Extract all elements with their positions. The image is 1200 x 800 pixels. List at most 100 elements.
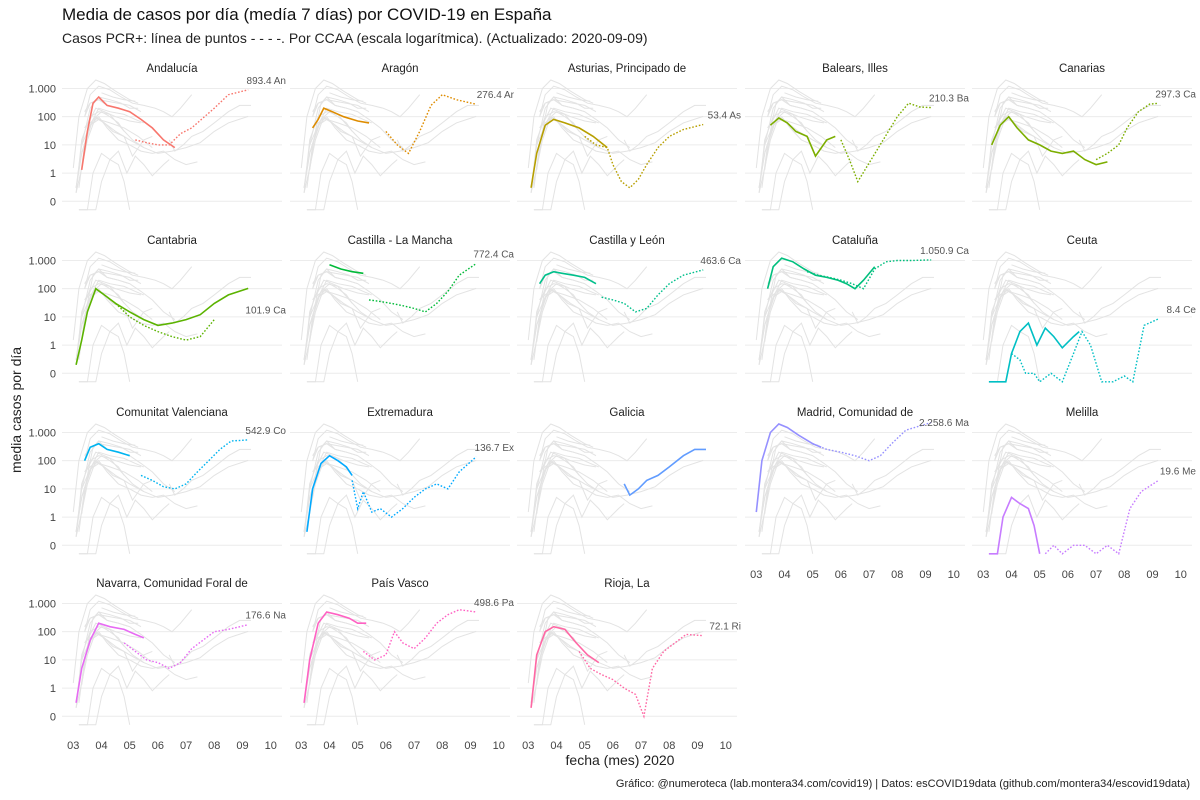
ghost-line — [75, 283, 145, 365]
ghost-line — [758, 451, 827, 532]
x-tick-label: 05 — [807, 569, 819, 581]
ghost-line — [306, 152, 359, 211]
end-value-label: 542.9 Co — [245, 426, 286, 437]
ghost-line — [994, 279, 1052, 301]
ghost-line — [530, 268, 594, 360]
panel-balears-illes: Balears, Illes 210.3 Ba — [745, 63, 969, 211]
ghost-line — [530, 283, 600, 365]
ghost-line — [985, 455, 1055, 537]
ghost-line — [315, 289, 381, 330]
ghost-line — [312, 451, 370, 473]
ghost-line — [1078, 448, 1161, 496]
ghost-line — [758, 96, 822, 188]
pcr-series-line — [115, 302, 215, 341]
ghost-line — [623, 104, 706, 152]
ghost-line — [78, 322, 170, 383]
ghost-line — [300, 251, 367, 341]
ghost-line — [101, 92, 136, 102]
ghost-line — [75, 611, 139, 703]
ghost-line — [312, 85, 421, 118]
y-tick-label: 1 — [50, 683, 56, 695]
panel-aragon: Aragón 276.4 Ar — [290, 63, 515, 211]
panel-title: Aragón — [381, 63, 418, 75]
panel-cantabria: Cantabria 0 1 10 100 1.000 101.9 Ca — [28, 235, 286, 383]
ghost-line — [758, 268, 822, 360]
y-tick-label: 0 — [50, 711, 56, 723]
ghost-line — [84, 622, 142, 644]
pcr-series-line — [806, 259, 932, 290]
y-tick-label: 100 — [38, 284, 56, 296]
panel-castilla-la-mancha: Castilla - La Mancha 772.4 Ca — [290, 235, 514, 383]
ghost-line — [312, 99, 358, 117]
y-tick-label: 100 — [38, 112, 56, 124]
ghost-line — [527, 251, 594, 341]
ghost-line — [75, 107, 144, 188]
ghost-line — [533, 152, 586, 211]
y-tick-label: 1.000 — [28, 83, 56, 95]
ghost-line — [84, 271, 130, 289]
ghost-line — [536, 287, 653, 338]
end-value-label: 276.4 Ar — [477, 90, 515, 101]
ghost-line — [556, 92, 591, 102]
chart-subtitle: Casos PCR+: línea de puntos - - - -. Por… — [62, 30, 648, 46]
ghost-line — [536, 459, 653, 510]
ghost-line — [767, 279, 825, 301]
end-value-label: 176.6 Na — [245, 611, 286, 622]
ghost-line — [994, 99, 1040, 117]
y-tick-label: 10 — [44, 312, 56, 324]
x-tick-label: 04 — [550, 740, 562, 752]
y-tick-label: 0 — [50, 368, 56, 380]
cases-series-line — [80, 95, 176, 171]
y-tick-label: 1.000 — [28, 598, 56, 610]
y-tick-label: 0 — [50, 196, 56, 208]
ghost-line — [101, 607, 136, 617]
x-tick-label: 04 — [323, 740, 335, 752]
x-tick-label: 03 — [67, 740, 79, 752]
y-tick-label: 100 — [38, 627, 56, 639]
panel-title: País Vasco — [371, 578, 428, 590]
ghost-line — [530, 455, 600, 537]
x-tick-label: 07 — [408, 740, 420, 752]
ghost-line — [84, 85, 193, 118]
panel-andalucia: Andalucía 0 1 10 100 1.000 893.4 An — [28, 63, 286, 211]
ghost-line — [78, 324, 131, 383]
ghost-line — [78, 152, 131, 211]
panel-title: Balears, Illes — [822, 63, 888, 75]
cases-series-line — [530, 625, 600, 708]
ghost-line — [312, 614, 358, 632]
x-tick-label: 06 — [1062, 569, 1074, 581]
ghost-line — [1011, 264, 1046, 274]
x-tick-label: 06 — [835, 569, 847, 581]
ghost-line — [761, 152, 814, 211]
end-value-label: 53.4 As — [708, 110, 741, 121]
x-tick-label: 09 — [464, 740, 476, 752]
end-value-label: 136.7 Ex — [475, 443, 514, 454]
ghost-line — [306, 150, 398, 211]
x-tick-label: 10 — [1175, 569, 1187, 581]
ghost-line — [1078, 276, 1161, 324]
ghost-line — [994, 443, 1040, 461]
ghost-line — [527, 423, 594, 513]
ghost-line — [851, 276, 934, 324]
ghost-line — [75, 268, 139, 360]
ghost-line — [309, 630, 426, 681]
panel-rioja-la: Rioja, La 72.1 Ri 03 04 05 06 07 08 09 10 — [517, 578, 741, 752]
ghost-line — [985, 111, 1055, 193]
panel-title: Asturias, Principado de — [568, 63, 686, 75]
ghost-line — [533, 665, 625, 726]
x-tick-label: 09 — [691, 740, 703, 752]
ghost-line — [72, 594, 139, 684]
pcr-series-line — [351, 456, 477, 518]
cases-series-line — [769, 117, 836, 158]
x-tick-label: 05 — [124, 740, 136, 752]
ghost-line — [533, 150, 625, 211]
panel-title: Cantabria — [147, 235, 197, 247]
y-tick-label: 10 — [44, 655, 56, 667]
panel-title: Comunitat Valenciana — [116, 407, 228, 419]
panel-melilla: Melilla 19.6 Me 03 04 05 06 07 08 09 10 — [972, 407, 1196, 581]
ghost-line — [994, 107, 1052, 129]
ghost-line — [309, 115, 426, 166]
pcr-series-line — [385, 93, 477, 155]
ghost-line — [542, 632, 608, 673]
ghost-line — [81, 459, 198, 510]
